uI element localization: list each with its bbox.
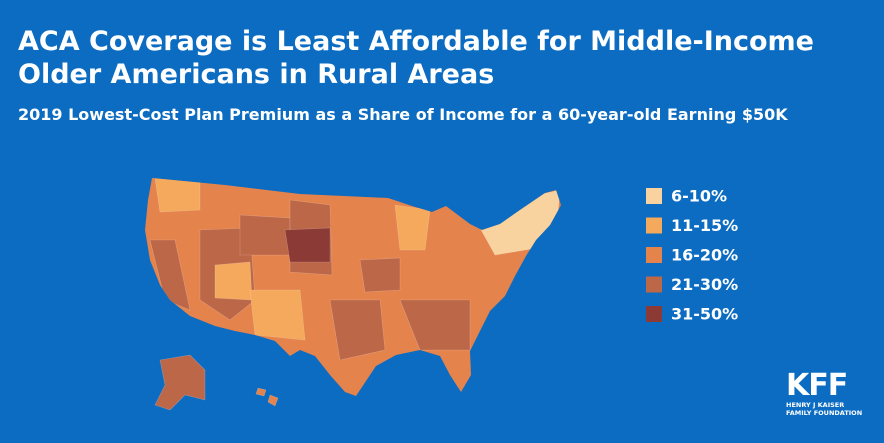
logo-text: FAMILY FOUNDATION [786,409,862,417]
legend-label: 31-50% [671,305,738,324]
legend-label: 21-30% [671,275,738,294]
map-region [255,387,279,407]
map-region [284,227,331,263]
map-region [154,178,201,213]
legend-swatch [646,217,662,234]
subtitle: 2019 Lowest-Cost Plan Premium as a Share… [18,105,788,124]
legend-label: 11-15% [671,216,738,235]
map-region [214,261,253,301]
logo: KFF HENRY J KAISER FAMILY FOUNDATION [786,368,862,417]
map-region [149,239,191,311]
map-region [154,354,206,411]
legend-swatch [646,188,662,204]
legend-swatch [646,247,662,263]
map-region [249,289,306,341]
map-region [329,299,386,361]
map-region [394,204,431,251]
legend: 6-10% 11-15% 16-20% 21-30% 31-50% [646,187,738,324]
legend-swatch [646,276,662,293]
logo-mark: KFF [786,368,847,403]
logo-text: HENRY J KAISER [786,401,844,409]
map-region [399,299,471,351]
legend-label: 6-10% [671,187,727,206]
us-map [145,178,561,411]
map-region [239,214,291,256]
legend-swatch [646,306,662,322]
map-region [359,257,401,293]
legend-label: 16-20% [671,246,738,265]
title-line: ACA Coverage is Least Affordable for Mid… [18,26,814,57]
title-line: Older Americans in Rural Areas [18,59,494,90]
